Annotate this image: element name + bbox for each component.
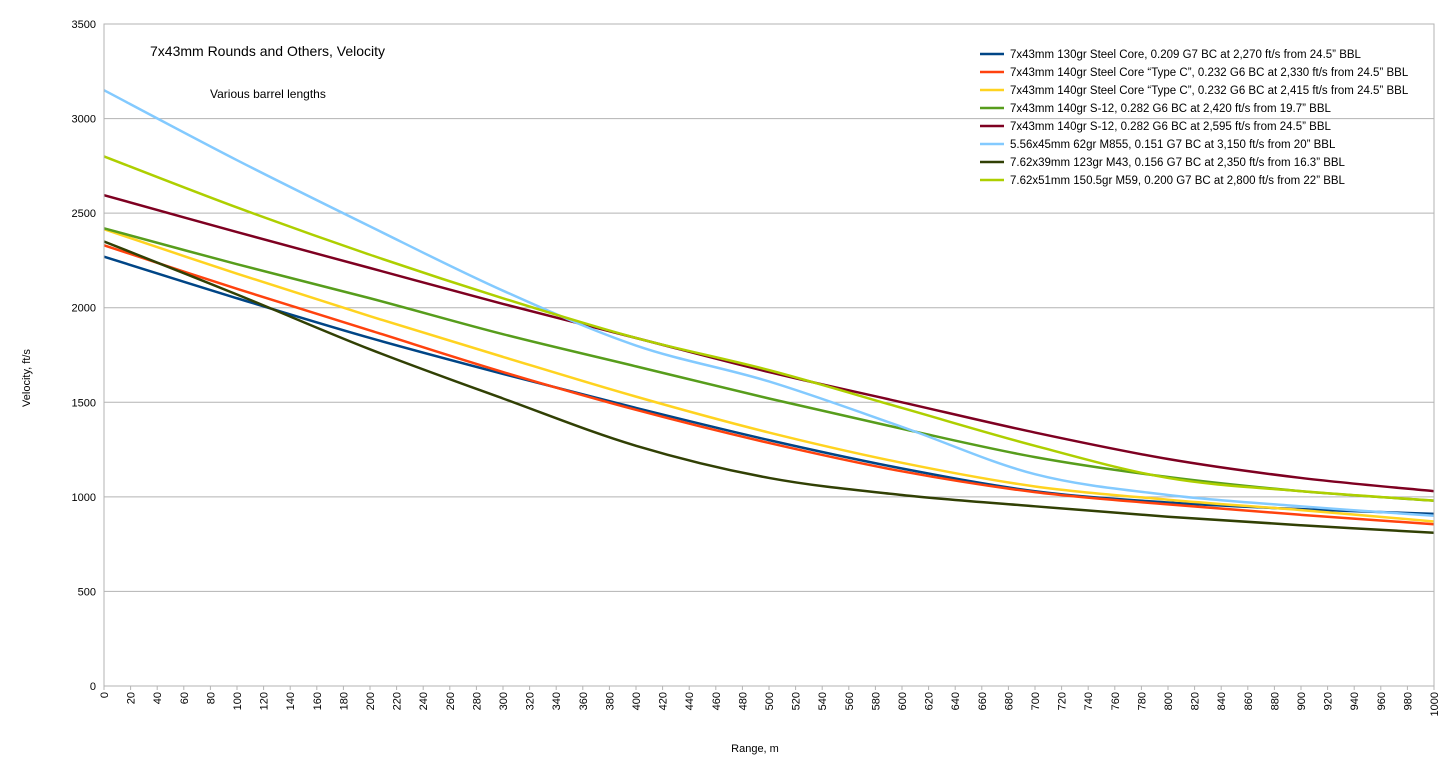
x-tick-label: 680 — [1003, 692, 1015, 710]
y-axis-label: Velocity, ft/s — [21, 349, 33, 407]
x-tick-label: 700 — [1030, 692, 1042, 710]
x-tick-label: 620 — [924, 692, 936, 710]
plot-border — [103, 23, 1435, 687]
series-line-4 — [103, 227, 1435, 502]
x-tick-label: 360 — [578, 692, 590, 710]
x-tick-label: 300 — [498, 692, 510, 710]
x-tick-label: 160 — [312, 692, 324, 710]
x-tick-label: 780 — [1136, 692, 1148, 710]
x-tick-label: 220 — [392, 692, 404, 710]
series-lines — [103, 89, 1435, 535]
y-tick-label: 2000 — [72, 303, 96, 315]
legend-entry-1: 7x43mm 130gr Steel Core, 0.209 G7 BC at … — [1010, 49, 1362, 61]
y-tick-label: 0 — [90, 681, 96, 693]
y-tick-label: 500 — [78, 586, 96, 598]
x-tick-label: 820 — [1190, 692, 1202, 710]
legend-entry-6: 5.56x45mm 62gr M855, 0.151 G7 BC at 3,15… — [1010, 139, 1336, 151]
x-tick-label: 860 — [1243, 692, 1255, 710]
x-tick-label: 120 — [259, 692, 271, 710]
series-line-1 — [103, 255, 1435, 516]
x-tick-label: 940 — [1349, 692, 1361, 710]
x-tick-label: 500 — [764, 692, 776, 710]
x-tick-label: 0 — [99, 692, 111, 698]
legend: 7x43mm 130gr Steel Core, 0.209 G7 BC at … — [980, 49, 1409, 187]
x-tick-labels: 0 20 40 60 80 100 120 140 160 180 200 220 240 260 280 3… — [99, 692, 1441, 716]
x-tick-label: 280 — [471, 692, 483, 710]
x-tick-label: 240 — [418, 692, 430, 710]
x-tick-label: 380 — [604, 692, 616, 710]
x-tick-label: 900 — [1296, 692, 1308, 710]
x-tick-label: 800 — [1163, 692, 1175, 710]
legend-entry-3: 7x43mm 140gr Steel Core “Type C”, 0.232 … — [1010, 85, 1409, 97]
x-tick-label: 540 — [817, 692, 829, 710]
x-tick-label: 40 — [152, 692, 164, 704]
legend-entry-7: 7.62x39mm 123gr M43, 0.156 G7 BC at 2,35… — [1010, 157, 1346, 169]
y-tick-label: 1000 — [72, 492, 96, 504]
x-tick-label: 840 — [1216, 692, 1228, 710]
x-tick-label: 980 — [1402, 692, 1414, 710]
legend-entry-5: 7x43mm 140gr S-12, 0.282 G6 BC at 2,595 … — [1010, 121, 1331, 133]
x-tick-label: 560 — [844, 692, 856, 710]
series-line-6 — [103, 89, 1435, 518]
x-tick-label: 960 — [1376, 692, 1388, 710]
series-line-3 — [103, 228, 1435, 523]
x-tick-label: 920 — [1323, 692, 1335, 710]
x-tick-label: 440 — [684, 692, 696, 710]
y-tick-label: 1500 — [72, 397, 96, 409]
x-tick-label: 100 — [232, 692, 244, 710]
x-tick-label: 760 — [1110, 692, 1122, 710]
x-axis-label: Range, m — [731, 743, 779, 755]
x-tick-label: 180 — [338, 692, 350, 710]
y-tick-label: 2500 — [72, 208, 96, 220]
x-tick-label: 340 — [551, 692, 563, 710]
x-tick-label: 260 — [445, 692, 457, 710]
chart-subtitle: Various barrel lengths — [210, 87, 326, 101]
x-tick-label: 20 — [126, 692, 138, 704]
x-tick-label: 400 — [631, 692, 643, 710]
series-line-8 — [103, 155, 1435, 502]
x-tick-label: 740 — [1083, 692, 1095, 710]
legend-entry-8: 7.62x51mm 150.5gr M59, 0.200 G7 BC at 2,… — [1010, 175, 1346, 187]
x-tick-label: 320 — [525, 692, 537, 710]
x-tick-label: 660 — [977, 692, 989, 710]
chart-title: 7x43mm Rounds and Others, Velocity — [150, 43, 385, 59]
y-tick-label: 3000 — [72, 114, 96, 126]
legend-entry-2: 7x43mm 140gr Steel Core “Type C”, 0.232 … — [1010, 67, 1409, 79]
series-line-5 — [103, 193, 1435, 493]
x-tick-label: 60 — [179, 692, 191, 704]
x-tick-label: 720 — [1057, 692, 1069, 710]
x-tick-label: 460 — [711, 692, 723, 710]
x-tick-label: 880 — [1269, 692, 1281, 710]
legend-entry-4: 7x43mm 140gr S-12, 0.282 G6 BC at 2,420 … — [1010, 103, 1331, 115]
x-tick-label: 200 — [365, 692, 377, 710]
x-tick-label: 140 — [285, 692, 297, 710]
x-tick-label: 1000 — [1429, 692, 1441, 716]
x-tick-label: 420 — [658, 692, 670, 710]
y-tick-label: 3500 — [72, 19, 96, 31]
y-tick-labels: 0 500 1000 1500 2000 2500 3000 3500 — [72, 19, 96, 693]
series-line-7 — [103, 240, 1435, 535]
x-tick-label: 520 — [791, 692, 803, 710]
series-line-2 — [103, 244, 1435, 526]
x-tick-label: 80 — [205, 692, 217, 704]
x-tick-label: 580 — [870, 692, 882, 710]
x-tick-label: 600 — [897, 692, 909, 710]
x-tick-label: 480 — [737, 692, 749, 710]
x-tick-label: 640 — [950, 692, 962, 710]
